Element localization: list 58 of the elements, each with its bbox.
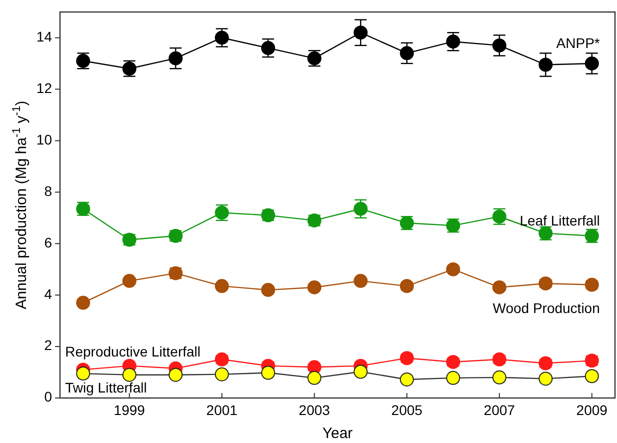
point — [76, 366, 90, 381]
point — [400, 279, 414, 294]
point — [354, 202, 368, 216]
point — [214, 367, 229, 382]
point — [214, 279, 229, 294]
y-tick-label: 6 — [44, 234, 52, 250]
series-label: ANPP* — [556, 34, 600, 51]
x-tick-label: 2001 — [206, 402, 238, 418]
point — [584, 278, 599, 292]
point — [538, 372, 553, 386]
y-tick-label: 12 — [36, 80, 52, 96]
point — [584, 56, 599, 70]
point — [446, 354, 460, 369]
point — [214, 30, 229, 45]
point — [400, 372, 414, 386]
point — [446, 34, 460, 49]
point — [492, 280, 506, 294]
point — [261, 366, 276, 380]
x-tick-label: 1999 — [114, 402, 146, 418]
point — [400, 351, 414, 366]
series-label: Twig Litterfall — [65, 380, 147, 396]
series-label: Reproductive Litterfall — [65, 344, 201, 360]
point — [168, 51, 183, 66]
y-tick-label: 8 — [44, 182, 52, 199]
point — [584, 369, 599, 384]
y-tick-label: 0 — [44, 388, 52, 405]
point — [538, 356, 553, 370]
point — [492, 370, 506, 384]
x-tick-label: 2009 — [576, 402, 608, 418]
point — [492, 38, 506, 52]
x-tick-label: 2003 — [298, 402, 330, 418]
y-tick-label: 2 — [44, 337, 52, 354]
x-axis-title: Year — [322, 425, 353, 442]
point — [446, 370, 460, 385]
point — [168, 368, 183, 382]
series-label: Leaf Litterfall — [520, 212, 600, 228]
point — [261, 41, 276, 56]
point — [446, 262, 460, 276]
point — [492, 352, 506, 366]
series-label: Wood Production — [492, 300, 600, 316]
point — [354, 274, 368, 288]
point — [122, 368, 136, 382]
point — [538, 276, 553, 290]
point — [400, 46, 414, 60]
y-tick-label: 10 — [36, 131, 52, 148]
point — [122, 274, 136, 288]
x-tick-label: 2007 — [484, 402, 516, 418]
y-tick-label: 14 — [36, 28, 52, 44]
point — [261, 282, 276, 297]
point — [214, 352, 229, 366]
x-tick-label: 2005 — [391, 402, 423, 418]
point — [354, 26, 368, 40]
point — [538, 58, 553, 72]
point — [76, 296, 90, 310]
point — [354, 364, 368, 379]
point — [307, 280, 322, 294]
y-tick-label: 4 — [44, 286, 52, 302]
point — [307, 370, 322, 385]
